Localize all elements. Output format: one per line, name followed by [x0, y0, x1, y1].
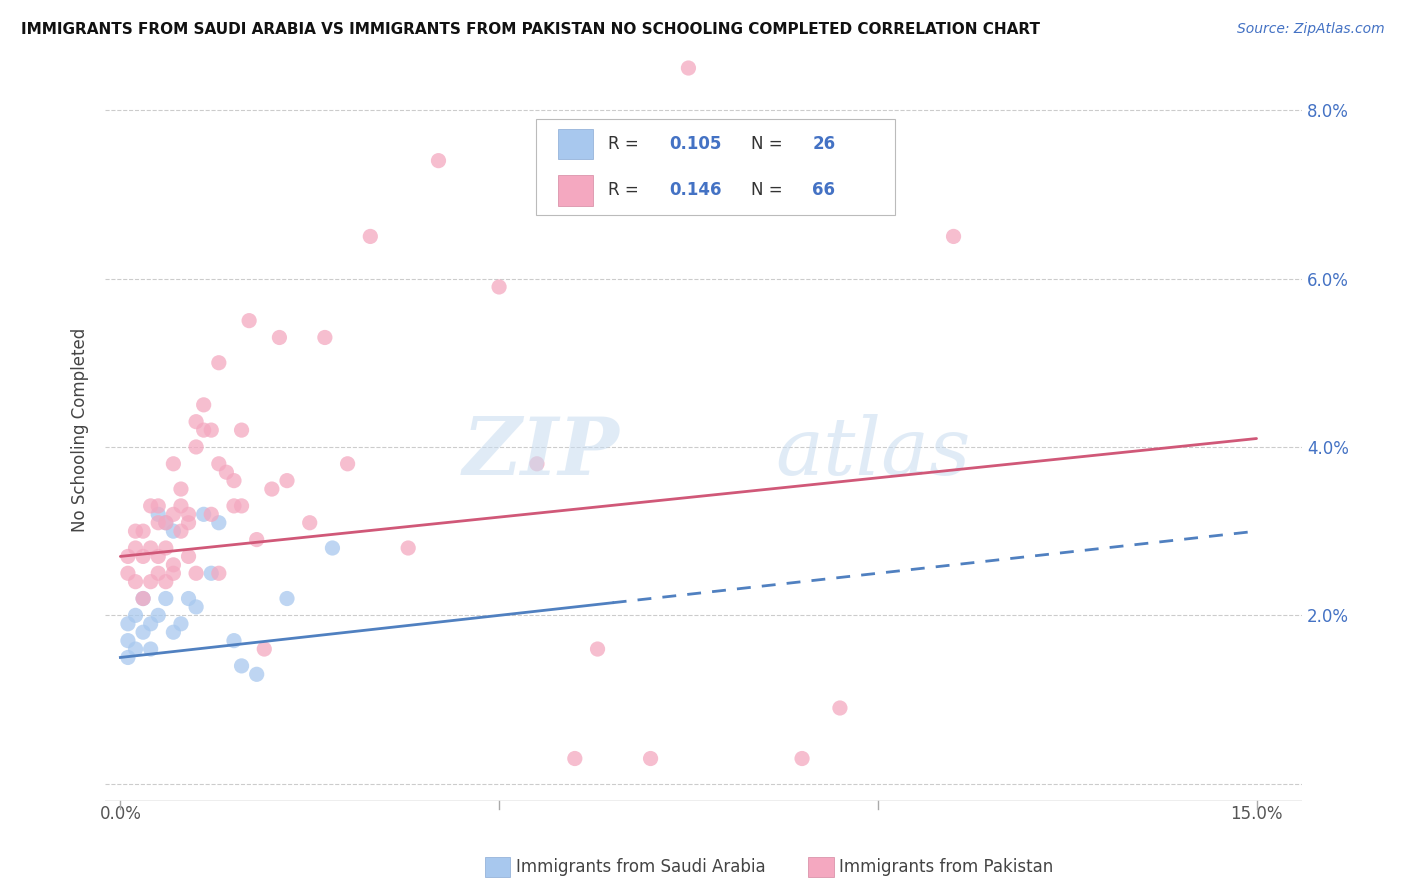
Point [170, 524, 193, 538]
Point [184, 415, 207, 429]
Point [231, 423, 253, 437]
Point [253, 642, 276, 657]
Point [238, 313, 260, 327]
Point [208, 566, 231, 581]
Point [162, 558, 184, 572]
Point [148, 608, 170, 623]
Point [124, 642, 146, 657]
Point [193, 398, 215, 412]
Point [124, 608, 146, 623]
Point [117, 549, 139, 564]
Point [155, 516, 177, 530]
Point [139, 642, 162, 657]
Point [177, 591, 200, 606]
Point [132, 549, 155, 564]
Point [260, 482, 283, 496]
Point [170, 616, 193, 631]
Point [155, 591, 177, 606]
Point [155, 516, 177, 530]
Point [200, 508, 222, 522]
Point [132, 625, 155, 640]
Point [208, 457, 231, 471]
Point [132, 524, 155, 538]
Point [866, 120, 889, 134]
Text: Immigrants from Saudi Arabia: Immigrants from Saudi Arabia [516, 858, 766, 876]
Point [170, 482, 193, 496]
Point [132, 591, 155, 606]
Point [139, 541, 162, 555]
Point [231, 659, 253, 673]
Point [942, 229, 965, 244]
Point [321, 541, 343, 555]
Point [427, 153, 450, 168]
Text: ZIP: ZIP [463, 414, 620, 491]
Point [526, 457, 548, 471]
Point [208, 356, 231, 370]
Text: atlas: atlas [775, 414, 970, 491]
Point [193, 508, 215, 522]
Point [177, 549, 200, 564]
Point [200, 566, 222, 581]
Point [124, 524, 146, 538]
Point [139, 574, 162, 589]
Point [828, 701, 851, 715]
Point [162, 457, 184, 471]
Point [184, 440, 207, 454]
Point [269, 330, 291, 344]
Point [124, 574, 146, 589]
Point [155, 574, 177, 589]
Point [117, 616, 139, 631]
Y-axis label: No Schooling Completed: No Schooling Completed [72, 328, 89, 533]
Point [222, 474, 245, 488]
Point [586, 642, 609, 657]
Point [276, 474, 298, 488]
Point [148, 508, 170, 522]
Point [298, 516, 321, 530]
Point [790, 751, 813, 765]
Point [246, 533, 269, 547]
Point [117, 566, 139, 581]
Point [200, 423, 222, 437]
Point [162, 625, 184, 640]
Point [488, 280, 510, 294]
Point [231, 499, 253, 513]
Point [177, 516, 200, 530]
Text: Source: ZipAtlas.com: Source: ZipAtlas.com [1237, 22, 1385, 37]
Point [396, 541, 419, 555]
Point [678, 61, 700, 75]
Point [162, 524, 184, 538]
Point [640, 751, 662, 765]
Point [148, 549, 170, 564]
Point [222, 633, 245, 648]
Point [193, 423, 215, 437]
Point [564, 751, 586, 765]
Point [162, 566, 184, 581]
Point [148, 516, 170, 530]
Point [170, 499, 193, 513]
Point [155, 541, 177, 555]
Point [359, 229, 381, 244]
Point [184, 599, 207, 614]
Point [246, 667, 269, 681]
Point [117, 633, 139, 648]
Point [148, 566, 170, 581]
Point [177, 508, 200, 522]
Point [162, 508, 184, 522]
Point [314, 330, 336, 344]
Point [716, 128, 738, 143]
Point [132, 591, 155, 606]
Point [148, 499, 170, 513]
Point [139, 616, 162, 631]
Text: Immigrants from Pakistan: Immigrants from Pakistan [839, 858, 1053, 876]
Point [336, 457, 359, 471]
Point [124, 541, 146, 555]
Point [184, 566, 207, 581]
Point [208, 516, 231, 530]
Point [276, 591, 298, 606]
Point [117, 650, 139, 665]
Point [139, 499, 162, 513]
Point [222, 499, 245, 513]
Point [215, 465, 238, 479]
Text: IMMIGRANTS FROM SAUDI ARABIA VS IMMIGRANTS FROM PAKISTAN NO SCHOOLING COMPLETED : IMMIGRANTS FROM SAUDI ARABIA VS IMMIGRAN… [21, 22, 1040, 37]
